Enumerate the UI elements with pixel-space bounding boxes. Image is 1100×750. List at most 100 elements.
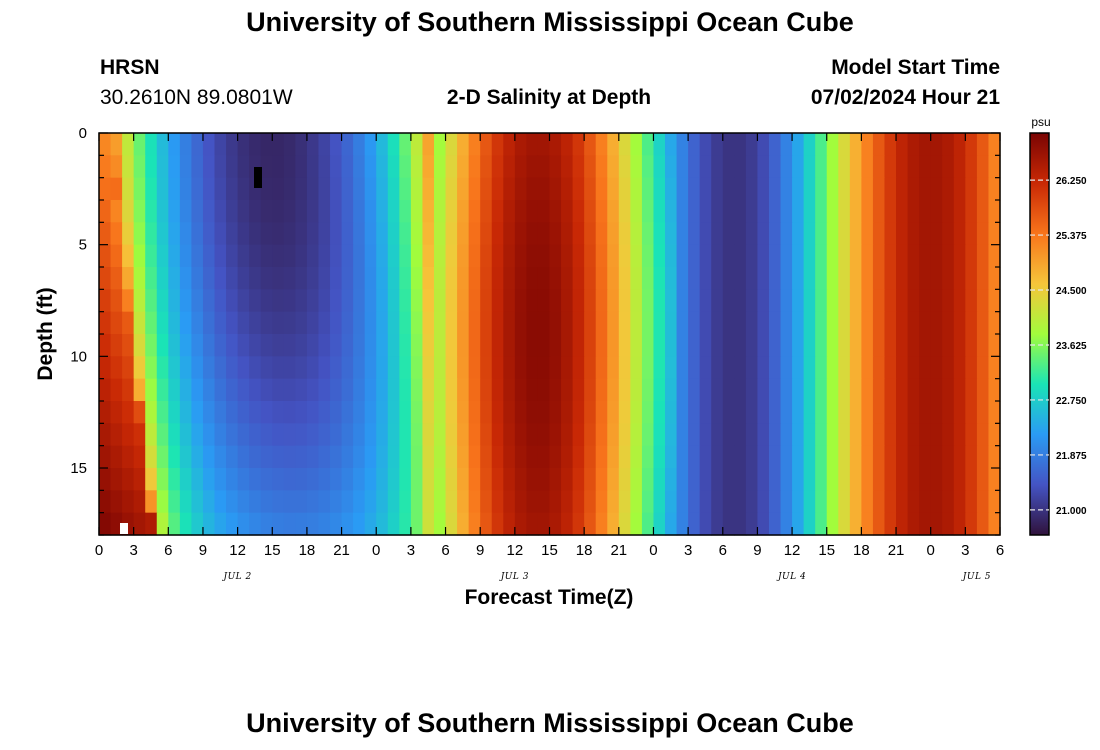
heatmap-cell xyxy=(330,334,343,357)
heatmap-cell xyxy=(110,267,123,290)
heatmap-cell xyxy=(156,512,169,536)
heatmap-cell xyxy=(122,155,135,179)
heatmap-cell xyxy=(815,490,828,514)
heatmap-cell xyxy=(872,512,886,536)
heatmap-cell xyxy=(399,378,412,402)
heatmap-cell xyxy=(711,468,724,491)
heatmap-cell xyxy=(468,267,481,290)
heatmap-cell xyxy=(283,445,296,469)
heatmap-cell xyxy=(491,490,504,514)
heatmap-cell xyxy=(214,200,227,223)
heatmap-cell xyxy=(457,423,470,447)
x-tick-label: 0 xyxy=(649,542,657,559)
heatmap-cell xyxy=(133,267,146,290)
heatmap-cell xyxy=(503,133,516,156)
heatmap-cell xyxy=(330,267,343,290)
heatmap-cell xyxy=(168,133,181,156)
heatmap-cell xyxy=(226,155,239,179)
heatmap-cell xyxy=(353,378,366,402)
heatmap-cell xyxy=(803,133,816,156)
heatmap-cell xyxy=(457,378,470,402)
heatmap-cell xyxy=(803,401,816,424)
heatmap-cell xyxy=(919,311,932,335)
heatmap-cell xyxy=(526,490,539,514)
heatmap-cell xyxy=(699,401,712,424)
heatmap-cell xyxy=(226,244,239,268)
heatmap-cell xyxy=(838,468,851,491)
heatmap-cell xyxy=(237,155,250,179)
heatmap-cell xyxy=(618,468,631,491)
heatmap-cell xyxy=(768,311,782,335)
heatmap-cell xyxy=(156,133,169,156)
heatmap-cell xyxy=(826,378,839,402)
heatmap-cell xyxy=(792,311,805,335)
heatmap-cell xyxy=(341,490,354,514)
heatmap-cell xyxy=(965,423,978,447)
heatmap-cell xyxy=(237,311,250,335)
heatmap-cell xyxy=(133,311,146,335)
heatmap-cell xyxy=(665,133,678,156)
heatmap-cell xyxy=(445,490,458,514)
heatmap-cell xyxy=(942,222,955,246)
heatmap-cell xyxy=(156,155,169,179)
heatmap-cell xyxy=(537,289,551,313)
heatmap-cell xyxy=(607,177,620,201)
heatmap-cell xyxy=(295,244,308,268)
heatmap-cell xyxy=(410,378,424,402)
heatmap-cell xyxy=(653,200,666,223)
heatmap-cell xyxy=(688,311,701,335)
heatmap-cell xyxy=(942,490,955,514)
heatmap-cell xyxy=(468,222,481,246)
heatmap-cell xyxy=(676,267,689,290)
heatmap-cell xyxy=(572,200,585,223)
heatmap-cell xyxy=(757,512,770,536)
heatmap-cell xyxy=(584,490,597,514)
heatmap-cell xyxy=(838,356,851,380)
heatmap-cell xyxy=(399,311,412,335)
heatmap-cell xyxy=(595,155,608,179)
heatmap-cell xyxy=(330,423,343,447)
heatmap-cell xyxy=(988,445,1001,469)
heatmap-cell xyxy=(745,289,759,313)
heatmap-cell xyxy=(711,200,724,223)
heatmap-cell xyxy=(491,356,504,380)
heatmap-cell xyxy=(641,356,655,380)
heatmap-cell xyxy=(168,512,181,536)
heatmap-cell xyxy=(503,445,516,469)
heatmap-cell xyxy=(930,334,943,357)
heatmap-cell xyxy=(410,267,424,290)
heatmap-cell xyxy=(722,200,735,223)
heatmap-cell xyxy=(757,378,770,402)
heatmap-cell xyxy=(249,423,262,447)
heatmap-cell xyxy=(688,222,701,246)
heatmap-cell xyxy=(803,177,816,201)
y-tick-label: 5 xyxy=(79,237,87,254)
heatmap-cell xyxy=(711,401,724,424)
heatmap-cell xyxy=(641,222,655,246)
heatmap-cell xyxy=(930,378,943,402)
heatmap-cell xyxy=(826,512,839,536)
heatmap-cell xyxy=(364,401,377,424)
heatmap-cell xyxy=(665,200,678,223)
heatmap-cell xyxy=(872,423,886,447)
heatmap-cell xyxy=(364,378,377,402)
heatmap-cell xyxy=(803,468,816,491)
heatmap-cell xyxy=(838,378,851,402)
heatmap-cell xyxy=(514,177,527,201)
heatmap-cell xyxy=(803,512,816,536)
heatmap-cell xyxy=(942,334,955,357)
heatmap-cell xyxy=(896,468,909,491)
heatmap-cell xyxy=(722,468,735,491)
heatmap-cell xyxy=(202,378,216,402)
heatmap-cell xyxy=(260,200,273,223)
heatmap-cell xyxy=(965,334,978,357)
heatmap-cell xyxy=(433,378,447,402)
heatmap-cell xyxy=(318,468,331,491)
heatmap-cell xyxy=(110,445,123,469)
heatmap-cell xyxy=(376,155,389,179)
heatmap-cell xyxy=(815,200,828,223)
heatmap-cell xyxy=(757,155,770,179)
heatmap-cell xyxy=(896,490,909,514)
heatmap-cell xyxy=(676,490,689,514)
heatmap-cell xyxy=(607,244,620,268)
